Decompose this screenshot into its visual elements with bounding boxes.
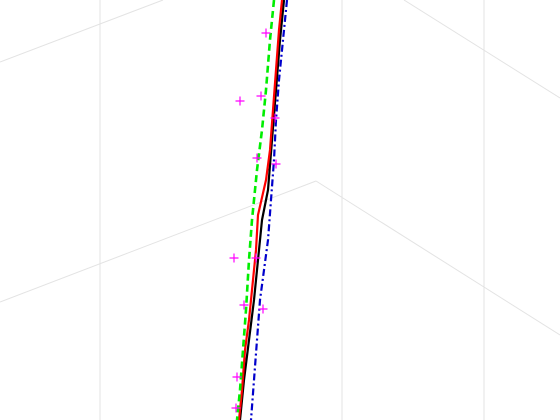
plus-marker bbox=[261, 28, 271, 38]
series-line-4 bbox=[249, 0, 289, 420]
series-line-3 bbox=[235, 0, 276, 420]
plus-marker bbox=[252, 153, 262, 163]
plus-marker bbox=[235, 96, 245, 106]
plus-marker bbox=[251, 253, 261, 263]
plus-marker bbox=[258, 304, 268, 314]
series-layer bbox=[229, 0, 289, 420]
plus-marker bbox=[232, 372, 242, 382]
grid-line bbox=[403, 0, 560, 99]
plus-marker bbox=[271, 159, 281, 169]
grid-line bbox=[315, 180, 560, 336]
grid-line bbox=[0, 180, 317, 303]
series-line-2 bbox=[237, 0, 284, 420]
series-markers bbox=[229, 28, 281, 413]
grid-line bbox=[0, 0, 164, 63]
plus-marker bbox=[256, 91, 266, 101]
plus-marker bbox=[239, 300, 249, 310]
plus-marker bbox=[229, 253, 239, 263]
series-line-1 bbox=[238, 0, 286, 420]
plus-marker bbox=[231, 403, 241, 413]
plus-marker bbox=[270, 113, 280, 123]
